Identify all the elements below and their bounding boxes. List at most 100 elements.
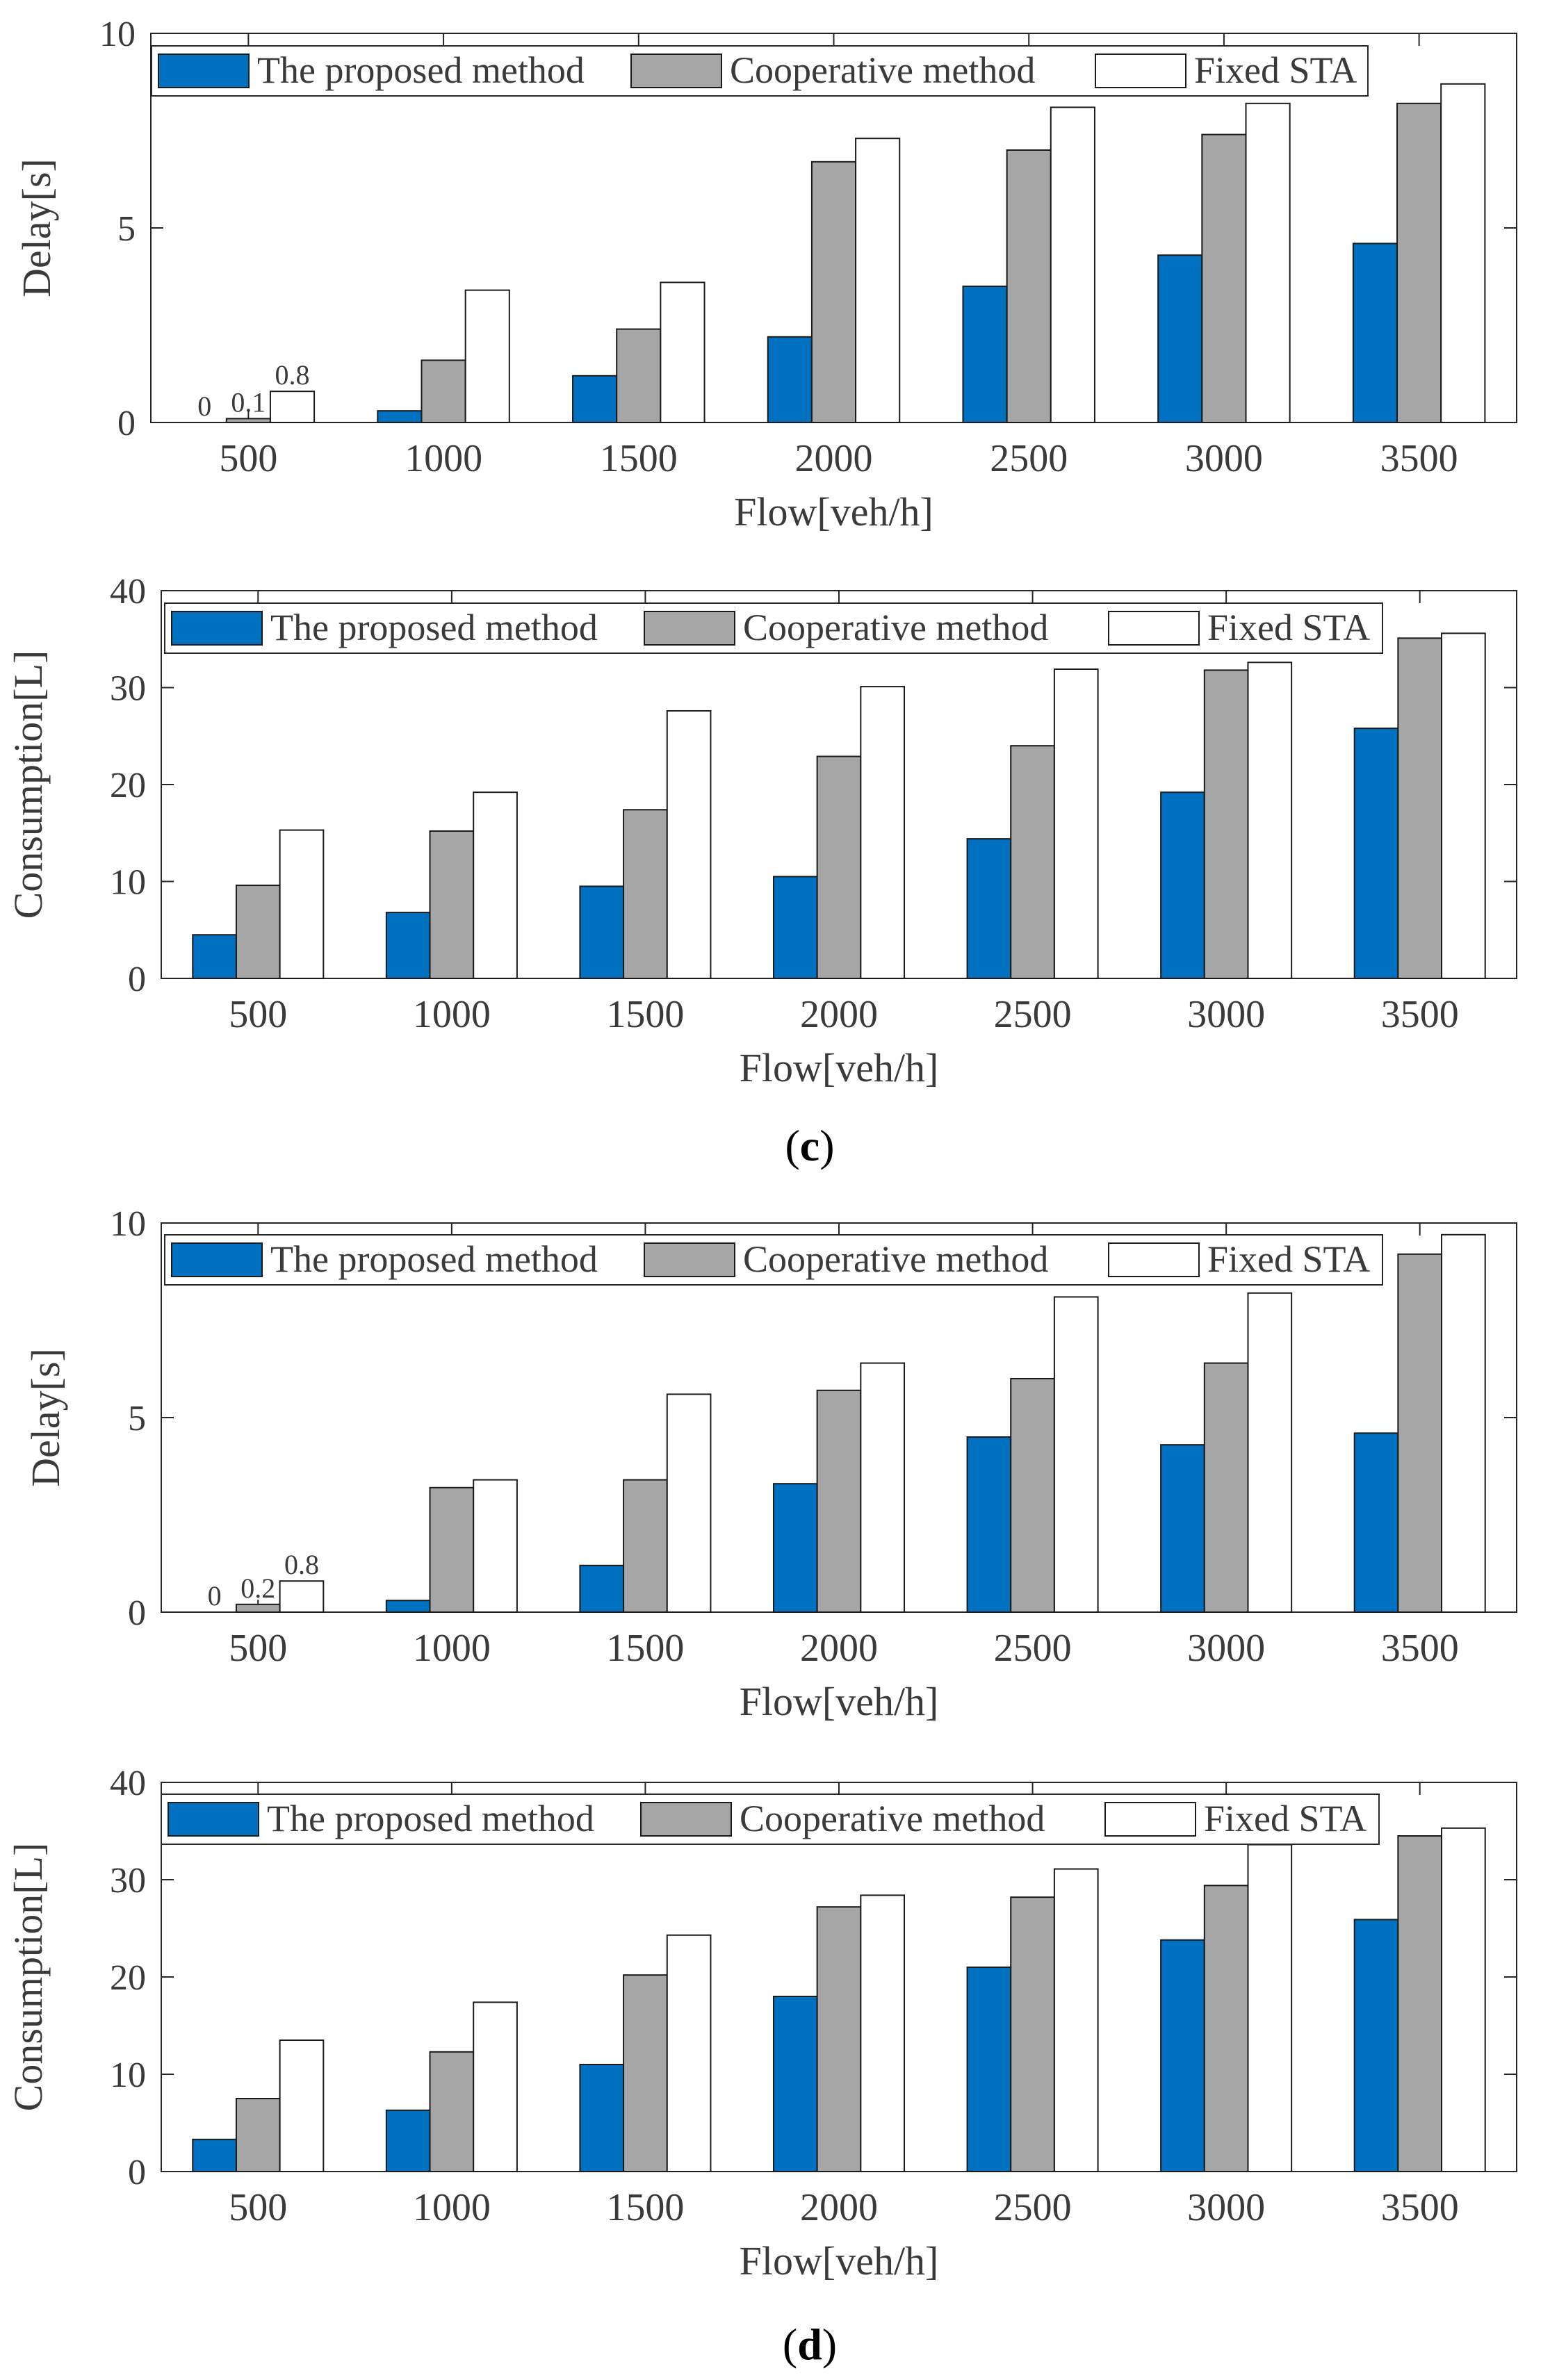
y-tick-label: 10	[99, 15, 136, 54]
bar-proposed-1500	[572, 375, 618, 423]
y-tick-label: 0	[128, 2153, 146, 2192]
bar-proposed-1500	[579, 2064, 625, 2172]
legend-swatch-cooperative	[644, 611, 735, 646]
legend-label-cooperative: Cooperative method	[740, 1798, 1045, 1839]
x-tick-label: 3500	[1381, 1627, 1459, 1670]
y-tick-label: 0	[128, 1593, 146, 1633]
y-axis-label: Consumption[L]	[6, 1843, 51, 2112]
panel-label-open: (	[783, 2320, 797, 2369]
x-tick-label: 1500	[606, 2186, 684, 2229]
bar-cooperative-3000	[1201, 133, 1247, 423]
bar-cooperative-1000	[429, 1486, 475, 1614]
bar-proposed-3000	[1160, 791, 1205, 980]
bar-cooperative-1000	[429, 2051, 475, 2173]
legend: The proposed method Cooperative method Fix…	[164, 602, 1383, 654]
bar-cooperative-500	[235, 885, 281, 979]
data-label: 0.1	[231, 386, 266, 418]
legend-swatch-cooperative	[644, 1242, 735, 1277]
bar-fixed-3000	[1247, 662, 1293, 979]
y-tick-label: 0	[117, 404, 136, 443]
legend: The proposed method Cooperative method Fix…	[151, 45, 1369, 97]
bar-fixed-1000	[464, 289, 510, 423]
legend-swatch-proposed	[158, 54, 250, 88]
bar-fixed-3500	[1440, 83, 1486, 424]
x-tick-label: 3500	[1381, 993, 1459, 1036]
x-tick-label: 2000	[800, 1627, 878, 1670]
bar-proposed-2000	[767, 336, 813, 423]
x-tick-label: 1500	[606, 1627, 684, 1670]
x-axis-label: Flow[veh/h]	[740, 1679, 939, 1724]
bar-proposed-3500	[1352, 243, 1398, 423]
legend-swatch-fixed	[1095, 54, 1186, 88]
bar-cooperative-2000	[816, 1906, 862, 2172]
bar-proposed-1000	[385, 912, 431, 980]
x-tick-label: 3000	[1187, 993, 1265, 1036]
data-label: 0.8	[275, 359, 310, 391]
bar-fixed-2000	[860, 1362, 906, 1613]
x-tick-label: 3500	[1380, 437, 1458, 480]
data-label: 0	[197, 391, 211, 422]
bar-proposed-3000	[1160, 1939, 1205, 2173]
bar-proposed-2000	[772, 1483, 818, 1613]
x-axis-label: Flow[veh/h]	[740, 1045, 939, 1090]
x-tick-label: 2500	[994, 993, 1072, 1036]
x-tick-label: 2500	[994, 1627, 1072, 1670]
bar-cooperative-3500	[1397, 1253, 1443, 1614]
bar-cooperative-1500	[616, 328, 662, 423]
legend-swatch-proposed	[168, 1802, 259, 1837]
bar-cooperative-1500	[623, 1479, 668, 1614]
bar-fixed-500	[269, 391, 316, 424]
legend-label-proposed: The proposed method	[270, 607, 598, 648]
bar-cooperative-1500	[623, 1974, 668, 2172]
bar-proposed-2500	[966, 1967, 1012, 2172]
bar-cooperative-3500	[1397, 637, 1443, 979]
y-tick-label: 10	[110, 863, 146, 903]
chart-c-consumption: 0 10 20 30 40 500 1000 1500 2000 2500 3000 3500 Flow…	[6, 572, 1517, 1090]
data-label: 0.2	[240, 1573, 275, 1604]
legend-swatch-cooperative	[630, 54, 722, 88]
bar-fixed-3500	[1441, 632, 1486, 979]
legend-label-fixed: Fixed STA	[1204, 1798, 1367, 1839]
bar-fixed-2500	[1053, 1296, 1099, 1614]
legend-label-proposed: The proposed method	[267, 1798, 594, 1839]
bar-proposed-3500	[1353, 1919, 1399, 2172]
legend: The proposed method Cooperative method Fix…	[161, 1794, 1380, 1845]
x-tick-label: 3500	[1381, 2186, 1459, 2229]
bar-fixed-1000	[473, 2001, 518, 2172]
x-tick-label: 2500	[990, 437, 1068, 480]
x-tick-label: 1500	[600, 437, 678, 480]
y-tick-label: 40	[110, 1764, 146, 1803]
bar-fixed-3500	[1441, 1233, 1486, 1614]
bar-cooperative-3500	[1397, 1835, 1443, 2172]
x-tick-label: 3000	[1187, 1627, 1265, 1670]
x-tick-label: 500	[229, 2186, 287, 2229]
data-label: 0.8	[284, 1549, 319, 1580]
x-axis-label: Flow[veh/h]	[740, 2238, 939, 2283]
x-axis-label: Flow[veh/h]	[734, 489, 933, 534]
bar-fixed-3000	[1245, 102, 1291, 424]
chart-d-consumption: 0 10 20 30 40 500 1000 1500 2000 2500 3000 3500 Flow…	[6, 1764, 1517, 2283]
bar-fixed-1500	[666, 709, 712, 979]
bar-fixed-500	[279, 2040, 325, 2172]
bar-cooperative-2500	[1010, 1896, 1055, 2172]
bar-cooperative-3000	[1203, 669, 1249, 979]
legend-label-fixed: Fixed STA	[1194, 49, 1357, 91]
x-tick-label: 500	[229, 1627, 287, 1670]
panel-label-letter: c	[800, 1121, 819, 1170]
x-tick-label: 2000	[795, 437, 873, 480]
bar-cooperative-2500	[1010, 1378, 1055, 1613]
bar-fixed-500	[279, 829, 325, 979]
bar-fixed-500	[279, 1580, 325, 1613]
bar-fixed-3000	[1247, 1844, 1293, 2173]
y-axis-label: Delay[s]	[23, 1348, 68, 1487]
bar-cooperative-3500	[1396, 102, 1442, 424]
bar-cooperative-500	[235, 1603, 281, 1614]
chart-c-delay: 0 5 10 500 1000 1500 2000 2500 3000 3500 0 0.1 0.8 Fl…	[14, 15, 1517, 534]
bar-proposed-3500	[1353, 728, 1399, 979]
y-axis-label: Consumption[L]	[6, 650, 51, 919]
legend-label-cooperative: Cooperative method	[743, 1238, 1048, 1280]
legend-swatch-proposed	[171, 611, 263, 646]
legend-swatch-fixed	[1104, 1802, 1196, 1837]
